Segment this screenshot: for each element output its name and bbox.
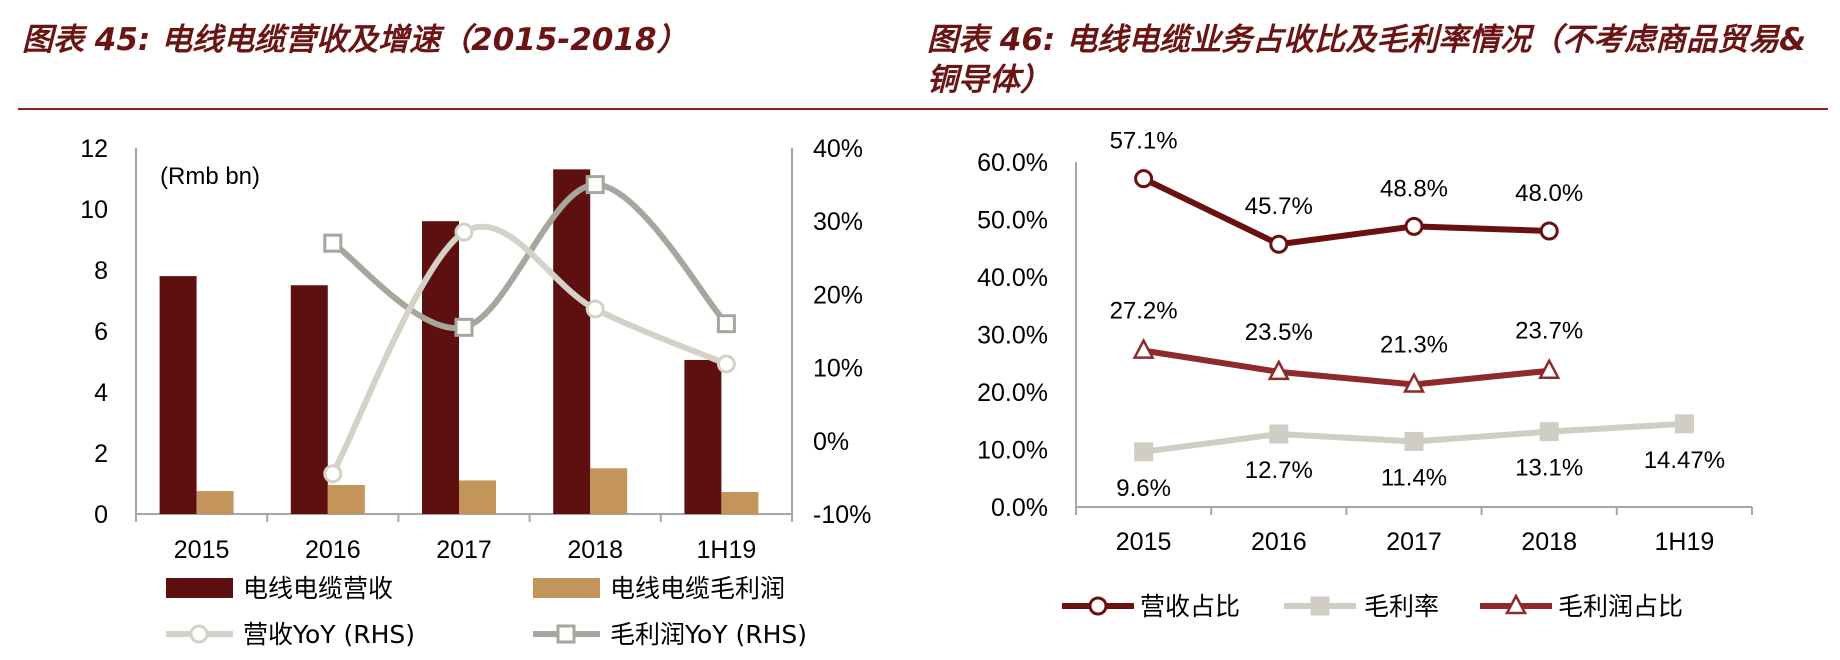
- rev-share-point: [1134, 169, 1154, 189]
- right-x-tick-label: 2015: [1116, 528, 1172, 556]
- left-x-tick-label: 1H19: [697, 536, 757, 564]
- revenue-bar: [290, 285, 328, 514]
- left-y2-tick-label: 40%: [813, 135, 863, 163]
- right-y-tick-label: 60.0%: [977, 149, 1048, 177]
- rev-share-data-label: 45.7%: [1245, 193, 1313, 220]
- gross-margin-point: [1269, 424, 1289, 444]
- left-y2-tick-label: 0%: [813, 428, 849, 456]
- right-chart-title: 图表 46: 电线电缆业务占收比及毛利率情况（不考虑商品贸易&铜导体）: [927, 22, 1807, 98]
- left-y-tick-label: 10: [80, 196, 108, 224]
- gp-yoy-point: [323, 233, 343, 253]
- gp-yoy-point: [716, 314, 736, 334]
- rev-share-line: [1142, 175, 1550, 248]
- right-y-tick-label: 40.0%: [977, 264, 1048, 292]
- legend-rev-yoy-marker: [189, 624, 209, 644]
- rev-yoy-line: [329, 223, 730, 477]
- legend-rev-share-marker: [1088, 596, 1108, 616]
- rev-yoy-point: [716, 354, 736, 374]
- gp-yoy-point: [454, 317, 474, 337]
- right-y-tick-label: 50.0%: [977, 207, 1048, 235]
- revenue-bar: [159, 276, 197, 514]
- gross-margin-data-label: 14.47%: [1644, 447, 1725, 474]
- left-y2-tick-label: 30%: [813, 208, 863, 236]
- gross-profit-bar: [459, 480, 496, 514]
- gross-profit-bar: [327, 485, 365, 514]
- rev-share-point: [1539, 221, 1559, 241]
- gross-margin-point: [1539, 422, 1559, 442]
- gp-share-line: [1143, 347, 1550, 388]
- legend-gp-label: 电线电缆毛利润: [610, 574, 785, 603]
- gross-profit-bar: [590, 468, 628, 514]
- legend-margin-marker: [1310, 596, 1330, 616]
- right-y-tick-label: 20.0%: [977, 379, 1048, 407]
- left-y2-tick-label: 20%: [813, 281, 863, 309]
- left-x-tick-label: 2018: [567, 536, 623, 564]
- legend-gp-share-label: 毛利润占比: [1558, 592, 1683, 621]
- legend-gp-share-marker: [1504, 593, 1528, 615]
- gross-margin-point: [1134, 442, 1154, 462]
- revenue-bar: [553, 169, 591, 514]
- legend-margin-label: 毛利率: [1364, 592, 1439, 621]
- gp-yoy-point: [585, 175, 605, 195]
- left-y-tick-label: 12: [80, 135, 108, 163]
- right-x-tick-label: 2018: [1521, 528, 1577, 556]
- legend-revenue-label: 电线电缆营收: [243, 574, 393, 603]
- gp-share-point: [1538, 358, 1561, 379]
- left-chart-title: 图表 45: 电线电缆营收及增速（2015-2018）: [22, 22, 688, 58]
- left-y-tick-label: 0: [94, 501, 108, 529]
- gp-share-data-label: 21.3%: [1380, 332, 1448, 359]
- rev-yoy-point: [323, 464, 343, 484]
- left-y-tick-label: 2: [94, 440, 108, 468]
- right-y-tick-label: 30.0%: [977, 322, 1048, 350]
- legend-rev-share-label: 营收占比: [1140, 592, 1240, 621]
- gp-share-point: [1132, 337, 1155, 359]
- gp-share-data-label: 27.2%: [1110, 298, 1178, 325]
- legend-gp-swatch: [533, 578, 600, 598]
- rev-share-point: [1404, 216, 1424, 236]
- gross-margin-point: [1404, 431, 1424, 451]
- gp-share-point: [1267, 359, 1290, 381]
- legend-revenue-swatch: [166, 578, 233, 598]
- legend-rev-yoy-label: 营收YoY (RHS): [243, 620, 415, 649]
- left-y-tick-label: 6: [94, 318, 108, 346]
- left-unit-label: (Rmb bn): [160, 163, 260, 190]
- left-x-tick-label: 2015: [174, 536, 230, 564]
- right-x-tick-label: 2017: [1386, 528, 1442, 556]
- gross-margin-point: [1674, 414, 1694, 434]
- left-y2-tick-label: 10%: [813, 355, 863, 383]
- revenue-bar: [422, 221, 459, 514]
- gp-share-point: [1402, 371, 1426, 393]
- rev-share-point: [1269, 234, 1289, 254]
- left-y-tick-label: 4: [94, 379, 108, 407]
- legend-gp-yoy-marker: [556, 624, 576, 644]
- left-x-tick-label: 2016: [305, 536, 361, 564]
- rev-yoy-point: [454, 222, 474, 242]
- rev-share-data-label: 48.8%: [1380, 175, 1448, 202]
- right-y-tick-label: 10.0%: [977, 437, 1048, 465]
- left-y-tick-label: 8: [94, 257, 108, 285]
- gp-share-data-label: 23.7%: [1515, 318, 1583, 345]
- right-y-tick-label: 0.0%: [991, 494, 1048, 522]
- title-divider: [18, 108, 1828, 110]
- gross-margin-data-label: 12.7%: [1245, 457, 1313, 484]
- rev-share-data-label: 57.1%: [1110, 128, 1178, 155]
- rev-yoy-point: [585, 299, 605, 319]
- gross-margin-data-label: 11.4%: [1381, 464, 1447, 491]
- right-x-tick-label: 1H19: [1655, 528, 1715, 556]
- gross-margin-data-label: 13.1%: [1515, 455, 1583, 482]
- rev-share-data-label: 48.0%: [1515, 180, 1583, 207]
- gross-profit-bar: [721, 492, 759, 514]
- legend-gp-yoy-label: 毛利润YoY (RHS): [610, 620, 807, 649]
- gross-margin-data-label: 9.6%: [1116, 475, 1171, 502]
- right-x-tick-label: 2016: [1251, 528, 1307, 556]
- left-x-tick-label: 2017: [436, 536, 492, 564]
- gp-yoy-line: [329, 181, 730, 332]
- gp-share-data-label: 23.5%: [1245, 319, 1313, 346]
- left-y2-tick-label: -10%: [813, 501, 871, 529]
- gross-profit-bar: [196, 491, 234, 514]
- revenue-bar: [684, 359, 722, 514]
